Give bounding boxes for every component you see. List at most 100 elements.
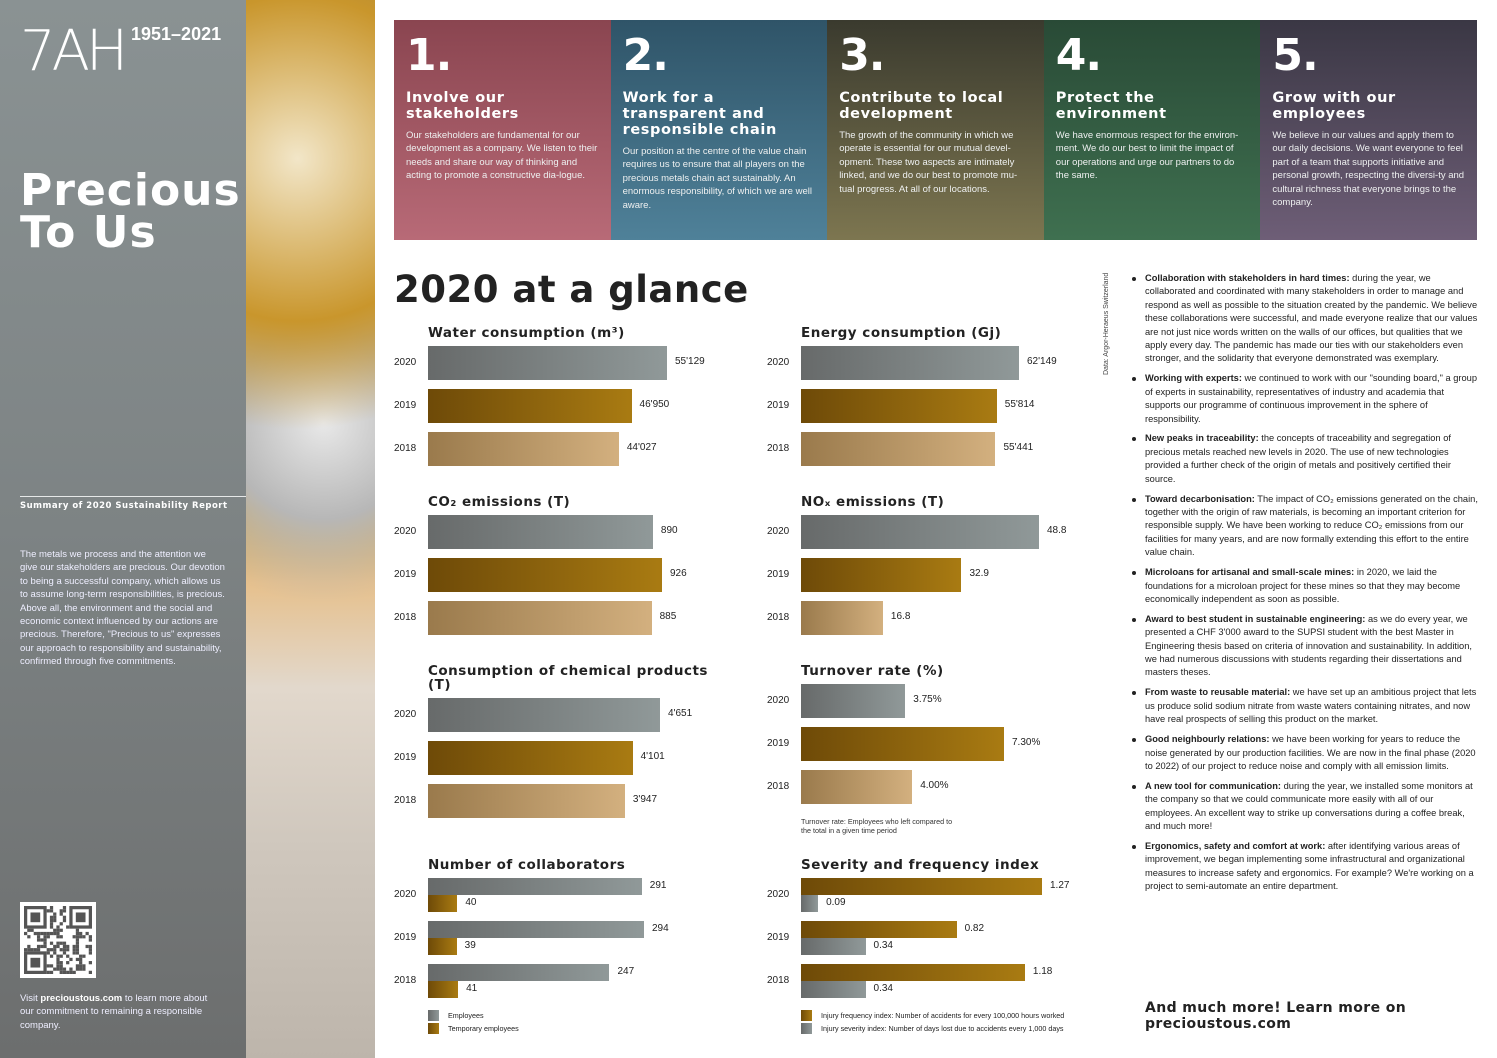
highlight-item: From waste to reusable material: we have…	[1130, 686, 1478, 726]
legend-swatch	[428, 1023, 439, 1034]
bar	[428, 784, 625, 818]
chart-bars: 2020 890 2019 926 2018 885	[394, 515, 724, 644]
bar-group: 2020 55'129	[394, 346, 724, 389]
highlight-heading: Collaboration with stakeholders in hard …	[1145, 273, 1350, 283]
bar	[801, 432, 996, 466]
bar-group: 2020 890	[394, 515, 724, 558]
year-label: 2019	[394, 400, 417, 411]
value-label: 55'814	[1004, 399, 1035, 410]
value-label: 48.8	[1047, 525, 1067, 536]
value-label: 291	[649, 880, 667, 891]
report-subtitle: Summary of 2020 Sustainability Report	[20, 501, 228, 511]
highlight-item: Toward decarbonisation: The impact of CO…	[1130, 493, 1478, 560]
highlight-heading: New peaks in traceability:	[1145, 433, 1259, 444]
commitment-title: Contribute to local development	[839, 90, 1004, 122]
bar-group: 2018 4.00%	[767, 770, 1097, 813]
commitment-text: We have enormous respect for the environ…	[1055, 130, 1239, 182]
70-years-logo: 7AH	[20, 19, 128, 84]
bar	[801, 878, 1042, 895]
chart: CO₂ emissions (T) 2020 890 2019 926 2018 885	[394, 495, 724, 644]
value-label: 0.34	[873, 983, 893, 994]
year-label: 2018	[394, 975, 417, 986]
bar-group: 2019 32.9	[767, 558, 1097, 601]
highlight-item: Working with experts: we continued to wo…	[1130, 372, 1478, 426]
highlight-heading: Ergonomics, safety and comfort at work:	[1145, 840, 1326, 851]
chart-bars: 2020 55'129 2019 46'950 2018 44'027	[394, 346, 724, 475]
bar-group: 2020 4'651	[394, 698, 724, 741]
year-label: 2018	[767, 781, 790, 792]
chart-bars: 2020 62'149 2019 55'814 2018 55'441	[767, 346, 1097, 475]
bar	[428, 741, 633, 775]
intro-text: The metals we process and the attention …	[20, 549, 225, 668]
highlight-item: Microloans for artisanal and small-scale…	[1130, 566, 1478, 606]
value-label: 41	[466, 983, 478, 994]
highlight-item: Good neighbourly relations: we have been…	[1130, 733, 1478, 773]
year-label: 2019	[394, 752, 417, 763]
bar	[801, 515, 1039, 549]
year-label: 2018	[394, 612, 417, 623]
bar	[801, 346, 1019, 380]
qr-code[interactable]	[20, 902, 96, 978]
value-label: 0.09	[826, 897, 846, 908]
bar	[428, 921, 644, 938]
highlight-item: A new tool for communication: during the…	[1130, 780, 1478, 834]
highlight-text: we continued to work with our "sounding …	[1145, 373, 1477, 424]
value-label: 32.9	[969, 568, 989, 579]
legend-item: Temporary employees	[428, 1022, 724, 1035]
bar	[428, 938, 457, 955]
learn-more[interactable]: And much more! Learn more on precioustou…	[1145, 1000, 1407, 1032]
commitment-card: 2. Work for a transparent and responsible…	[610, 20, 828, 240]
highlight-item: Award to best student in sustainable eng…	[1130, 613, 1478, 680]
website-link[interactable]: precioustous.com	[40, 993, 123, 1004]
bar	[428, 432, 619, 466]
bar-group: 2020 62'149	[767, 346, 1097, 389]
value-label: 1.18	[1032, 966, 1053, 977]
chart-legend: Employees Temporary employees	[394, 1009, 724, 1035]
bar	[428, 964, 610, 981]
year-label: 2020	[394, 526, 417, 537]
highlight-text: we have set up an ambitious project that…	[1145, 687, 1477, 725]
bar	[428, 981, 459, 998]
chart-legend: Injury frequency index: Number of accide…	[767, 1009, 1097, 1035]
visit-text: Visit precioustous.com to learn more abo…	[20, 992, 220, 1032]
highlight-heading: From waste to reusable material:	[1145, 687, 1291, 698]
legend-label: Employees	[448, 1011, 484, 1020]
value-label: 40	[465, 897, 477, 908]
bar	[428, 346, 667, 380]
anniversary-years: 1951–2021	[131, 24, 222, 44]
chart-bars: 2020 4'651 2019 4'101 2018 3'947	[394, 698, 724, 827]
value-label: 247	[617, 966, 635, 977]
value-label: 4'101	[640, 751, 665, 762]
chart-bars: 2020 291 40 2019 294 39 2018 247 41	[394, 878, 724, 1007]
year-label: 2020	[394, 889, 417, 900]
commitment-card: 1. Involve our stakeholders Our stakeholde…	[394, 20, 611, 240]
value-label: 1.27	[1050, 880, 1070, 891]
bar-group: 2020 291 40	[394, 878, 724, 921]
year-label: 2020	[394, 709, 417, 720]
highlight-heading: Working with experts:	[1145, 373, 1242, 384]
commitment-title: Work for a transparent and responsible c…	[622, 90, 777, 138]
value-label: 0.34	[873, 940, 893, 951]
highlights-list: Collaboration with stakeholders in hard …	[1130, 272, 1478, 900]
highlight-item: Collaboration with stakeholders in hard …	[1130, 272, 1478, 366]
bar-group: 2018 885	[394, 601, 724, 644]
year-label: 2018	[767, 612, 790, 623]
commitment-card: 5. Grow with our employees We believe in o…	[1260, 20, 1478, 240]
cover-title: Precious To Us	[20, 165, 380, 255]
chart: Consumption of chemical products (T) 2020…	[394, 664, 724, 827]
title-line-1: Precious	[20, 165, 241, 216]
bar-group: 2020 48.8	[767, 515, 1097, 558]
legend-swatch	[801, 1010, 812, 1021]
bar	[428, 698, 660, 732]
bar	[801, 921, 957, 938]
value-label: 7.30%	[1012, 737, 1041, 748]
value-label: 44'027	[626, 442, 657, 453]
commitment-text: Our position at the centre of the value …	[622, 146, 812, 211]
legend-label: Injury severity index: Number of days lo…	[821, 1024, 1064, 1033]
commitment-text: We believe in our values and apply them …	[1272, 130, 1465, 209]
year-label: 2019	[394, 932, 417, 943]
chart: Turnover rate (%) 2020 3.75% 2019 7.30% 2018 4…	[767, 664, 1097, 835]
bar-group: 2019 926	[394, 558, 724, 601]
value-label: 885	[659, 611, 677, 622]
visit-post: to learn more about our commitment to re…	[20, 993, 208, 1031]
